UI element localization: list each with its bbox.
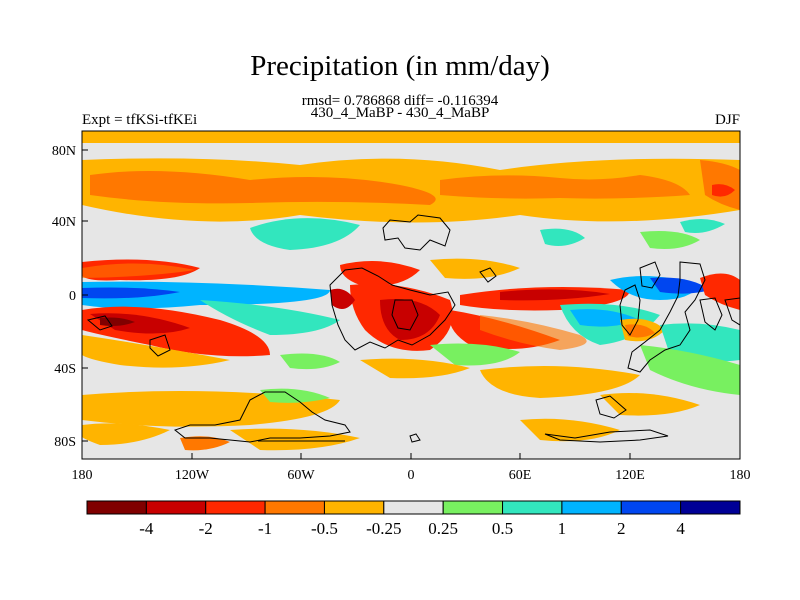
plot-title: Precipitation (in mm/day) (250, 50, 550, 82)
colorbar (86, 500, 741, 515)
continent-outlines (86, 214, 740, 443)
colorbar-box (680, 500, 741, 515)
lat-tick-label: 0 (69, 289, 76, 304)
colorbar-box (86, 500, 147, 515)
colorbar-box (383, 500, 444, 515)
colorbar-label: -0.25 (366, 519, 401, 538)
lon-tick-label: 60E (509, 468, 532, 483)
experiment-subtitle: 430_4_MaBP - 430_4_MaBP (310, 105, 490, 121)
lat-tick-label: 80N (52, 144, 76, 159)
experiment-label: Expt = tfKSi-tfKEi (82, 112, 198, 128)
colorbar-box (323, 500, 385, 515)
colorbar-label: 0.25 (428, 519, 458, 538)
colorbar-box (264, 500, 325, 515)
lon-tick-label: 60W (287, 468, 315, 483)
colorbar-box (145, 500, 207, 515)
colorbar-label: -2 (199, 519, 213, 538)
colorbar-labels: -4 -2 -1 -0.5 -0.25 0.25 0.5 1 2 4 (139, 519, 685, 538)
lon-tick-label: 0 (408, 468, 415, 483)
lon-tick-label: 180 (730, 468, 751, 483)
colorbar-label: 4 (676, 519, 685, 538)
colorbar-label: 1 (558, 519, 567, 538)
season-label: DJF (714, 112, 740, 128)
lon-tick-label: 120W (175, 468, 210, 483)
colorbar-box (620, 500, 682, 515)
colorbar-label: -4 (139, 519, 154, 538)
lat-tick-label: 40S (54, 362, 76, 377)
lat-tick-label: 40N (52, 215, 76, 230)
colorbar-label: -1 (258, 519, 272, 538)
colorbar-box (561, 500, 622, 515)
colorbar-box (442, 500, 504, 515)
colorbar-label: 0.5 (492, 519, 513, 538)
lat-tick-label: 80S (54, 435, 76, 450)
colorbar-box (502, 500, 563, 515)
colorbar-box (205, 500, 266, 515)
colorbar-label: -0.5 (311, 519, 338, 538)
lon-tick-label: 120E (615, 468, 645, 483)
lon-tick-label: 180 (72, 468, 93, 483)
axis-ticks (81, 149, 741, 459)
precip-field (82, 131, 740, 459)
colorbar-label: 2 (617, 519, 626, 538)
stats-line: rmsd= 0.786868 diff= -0.116394 (301, 93, 499, 109)
